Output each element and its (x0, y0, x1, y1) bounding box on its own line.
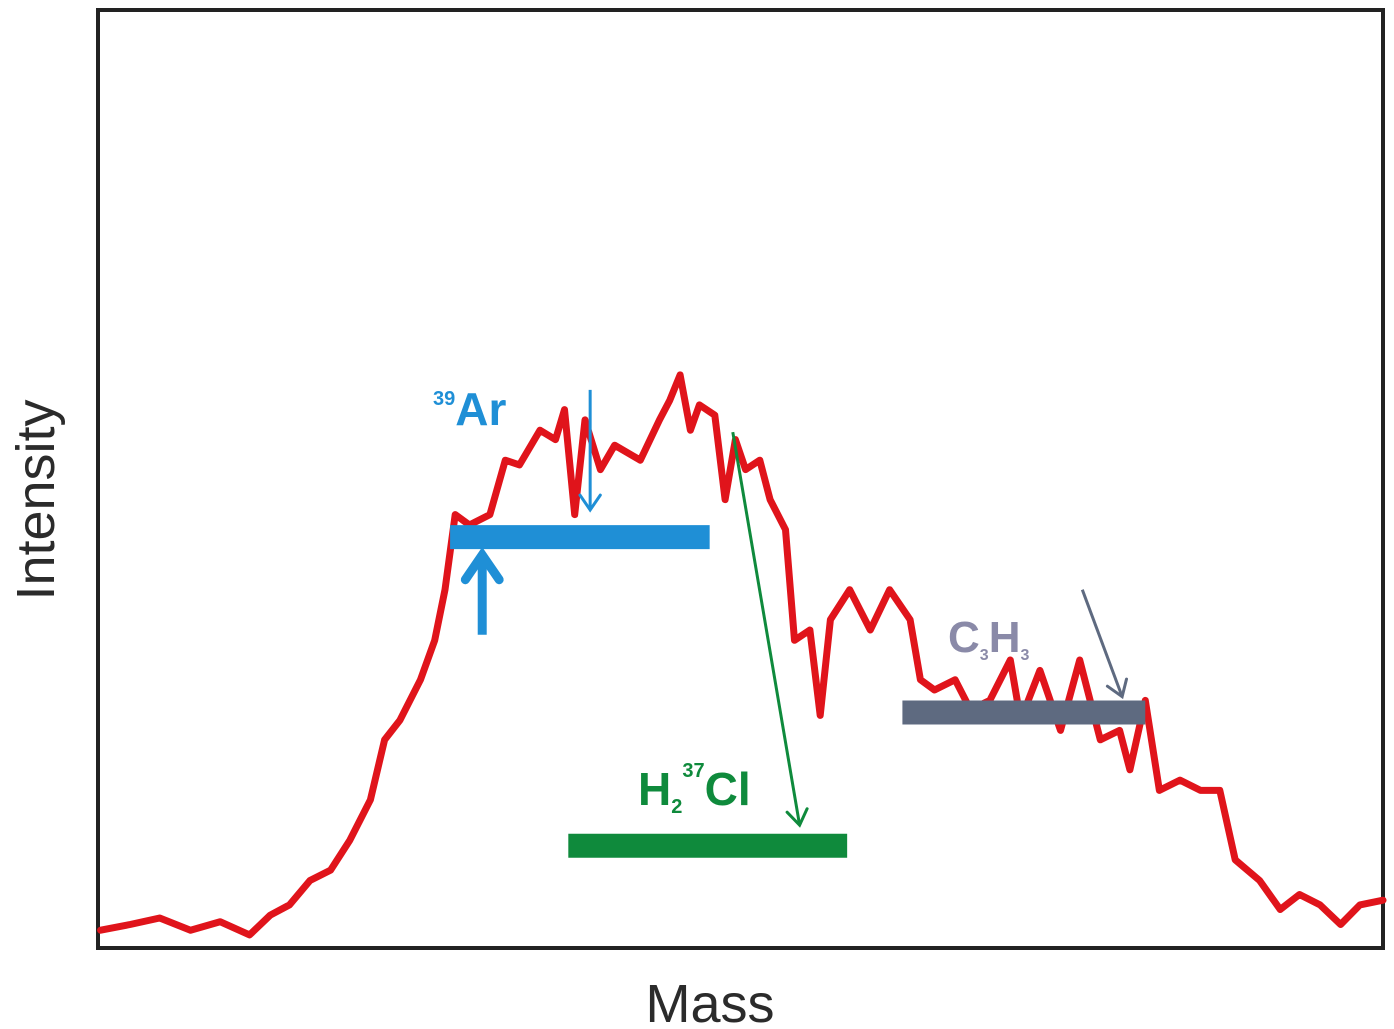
spectrum-trace-line (97, 371, 1387, 939)
annotation-arrow-head-icon (785, 807, 809, 828)
c3h3-sub2: 3 (1020, 647, 1029, 664)
ar39-label: 39Ar (433, 383, 506, 435)
h2cl37-label: H237Cl (638, 760, 751, 818)
annotation-arrow-head-icon (1105, 677, 1128, 700)
c3h3-label: C3H3 (948, 613, 1029, 664)
ar39-mass: 39 (433, 388, 455, 410)
annotation-arrow-head-icon (578, 493, 602, 513)
h2cl37-h: H (638, 763, 671, 815)
h2cl37-mass: 37 (682, 760, 704, 782)
h2cl37-sub: 2 (671, 796, 682, 818)
annotation-arrow-shaft (731, 431, 802, 826)
c3h3-c: C (948, 613, 980, 662)
x-axis-label: Mass (645, 974, 774, 1029)
c3h3-h: H (989, 613, 1021, 662)
plot-frame (96, 8, 1385, 950)
ar39-symbol: Ar (455, 383, 506, 435)
y-axis-label: Intensity (6, 399, 66, 600)
annotation-arrow-shaft (1080, 589, 1124, 698)
h2cl37-cl: Cl (705, 763, 751, 815)
c3h3-sub1: 3 (980, 647, 989, 664)
annotation-arrow-head-icon (460, 547, 504, 585)
